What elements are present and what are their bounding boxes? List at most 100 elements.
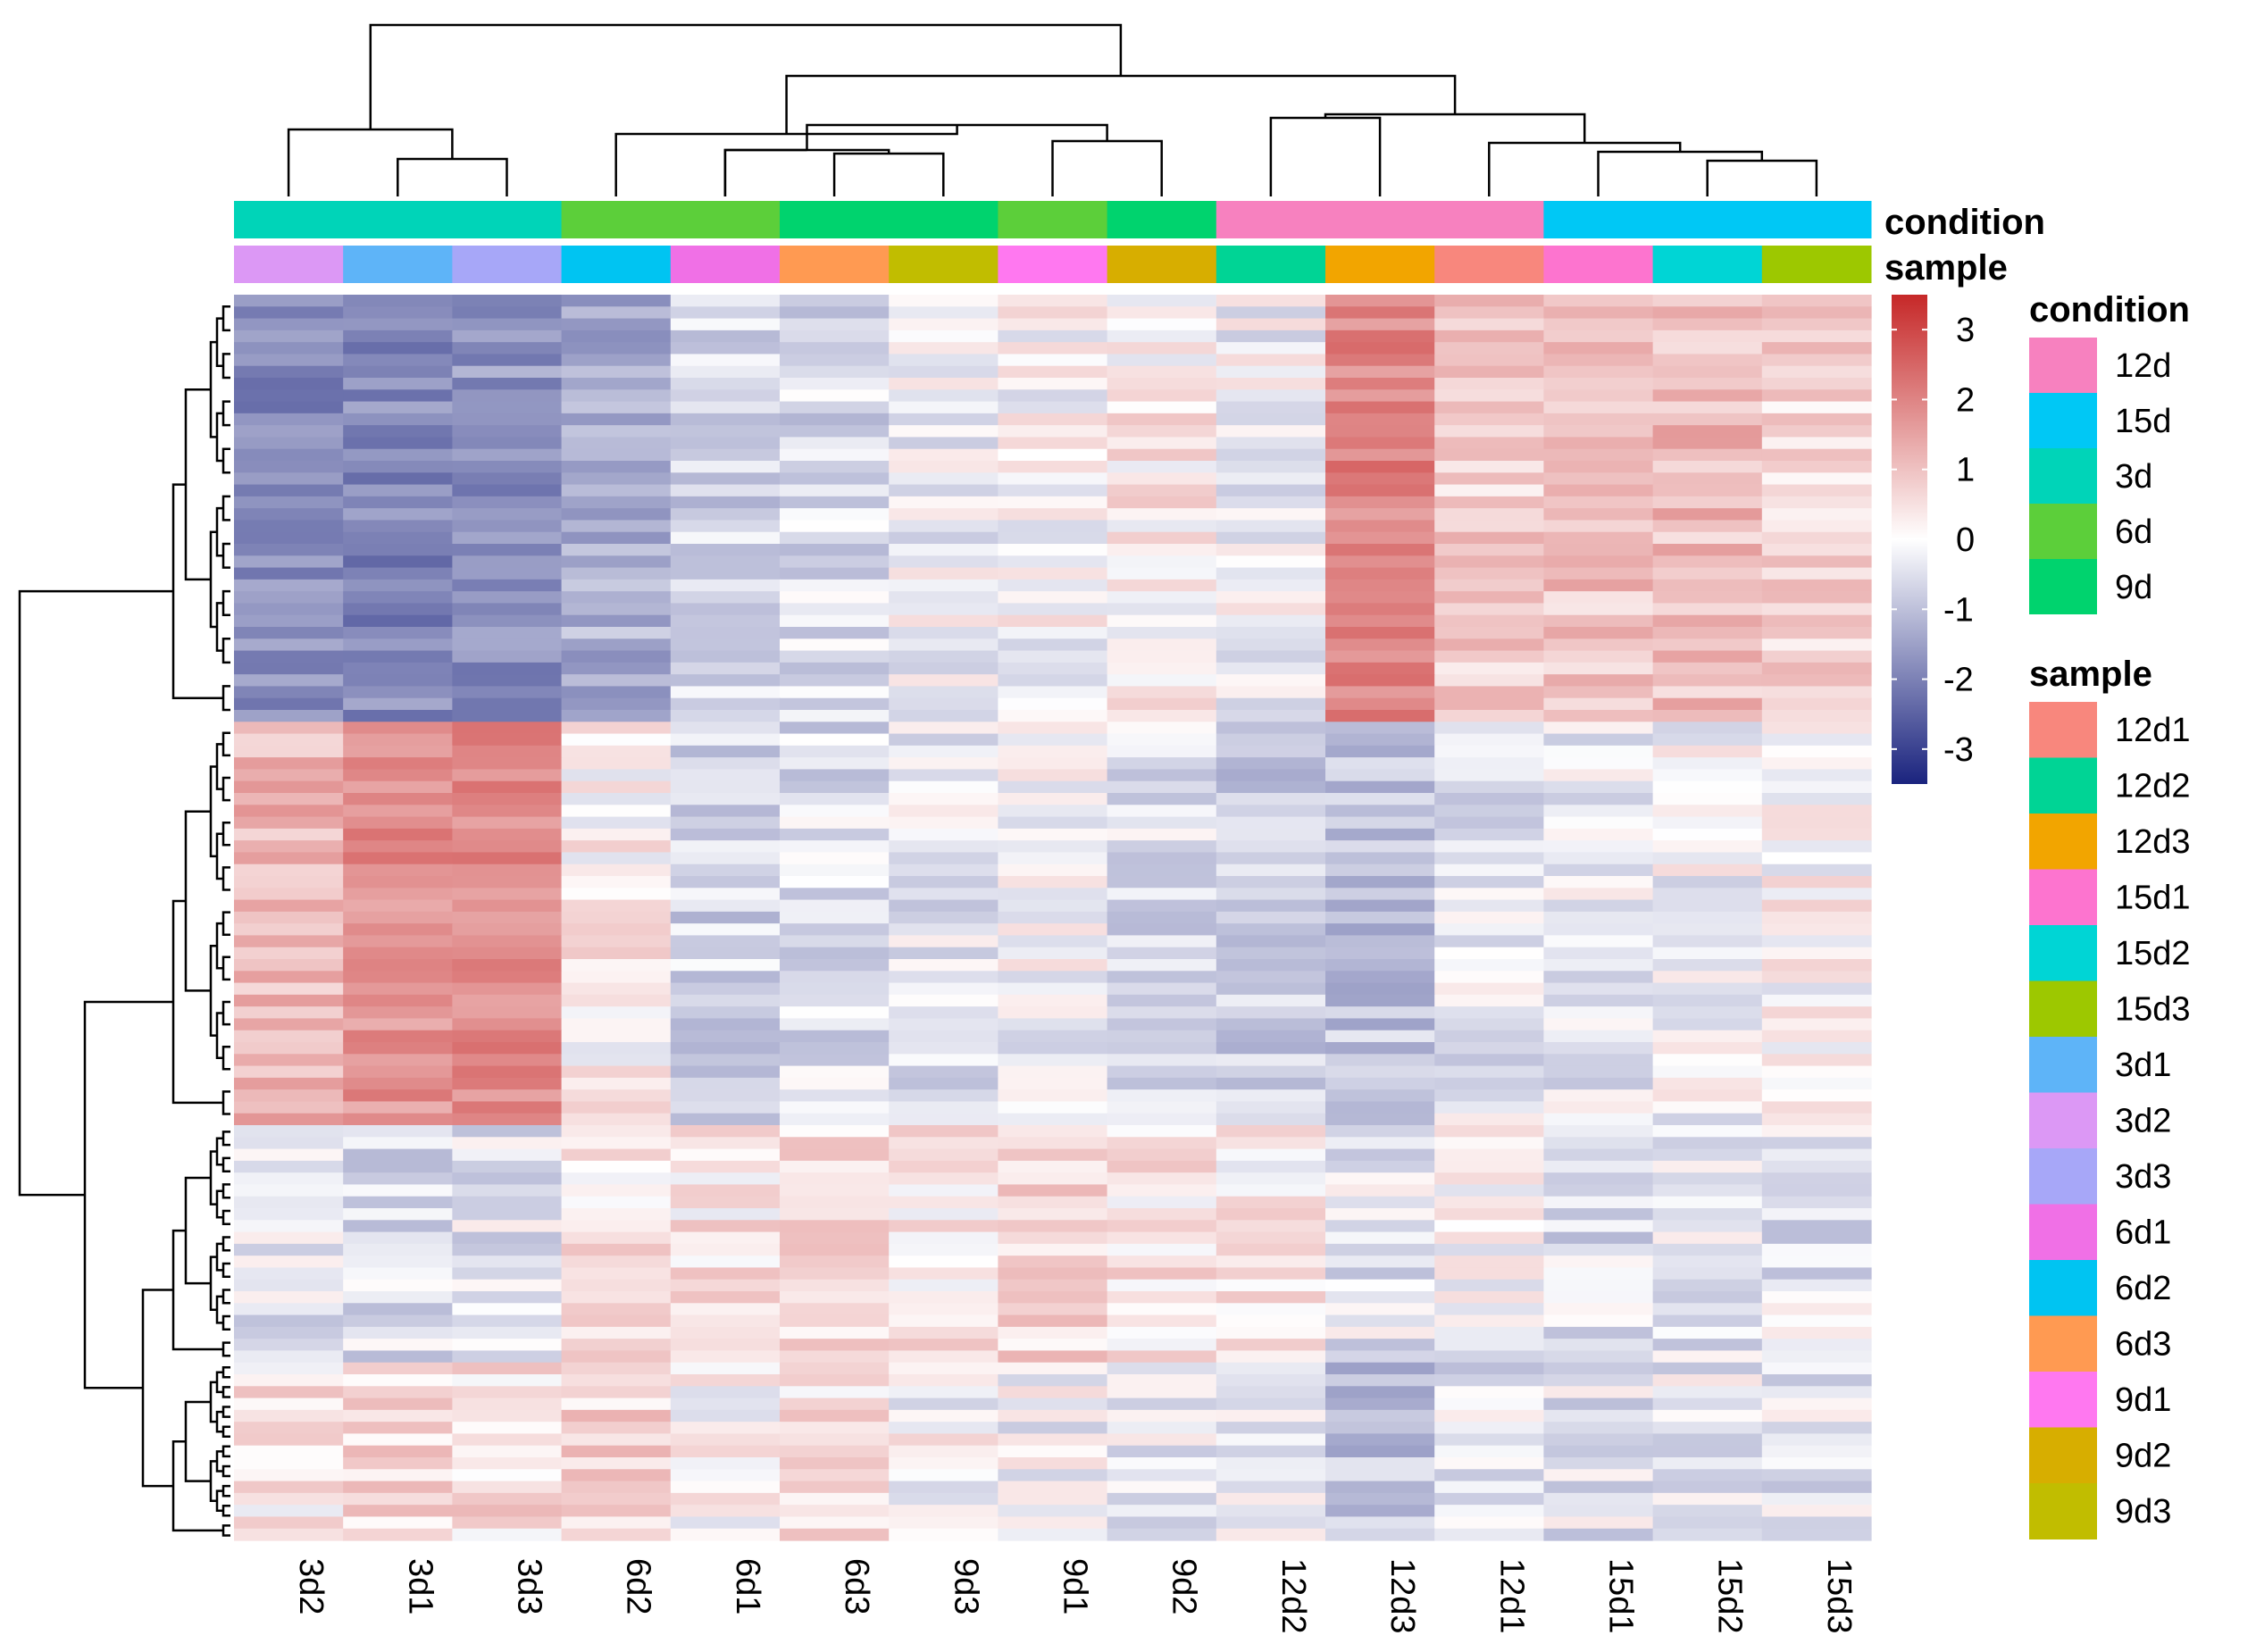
heatmap-cell <box>1652 1077 1763 1090</box>
heatmap-cell <box>1216 1481 1326 1494</box>
heatmap-cell <box>1107 852 1217 865</box>
heatmap-cell <box>234 1505 344 1518</box>
heatmap-cell <box>889 1172 998 1186</box>
heatmap-cell <box>343 923 453 937</box>
heatmap-cell <box>1543 1256 1654 1269</box>
heatmap-cell <box>561 1148 672 1162</box>
sample-cell-6d2 <box>561 246 672 283</box>
heatmap-cell <box>998 1148 1108 1162</box>
heatmap-cell <box>1761 1172 1872 1186</box>
heatmap-cell <box>452 401 563 414</box>
heatmap-cell <box>1761 1279 1872 1292</box>
heatmap-cell <box>1325 555 1435 569</box>
heatmap-cell <box>452 733 563 747</box>
heatmap-cell <box>234 1208 344 1221</box>
heatmap-cell <box>343 1160 453 1173</box>
heatmap-cell <box>780 1528 890 1541</box>
heatmap-cell <box>1325 330 1435 343</box>
sample-cell-15d1 <box>1543 246 1654 283</box>
heatmap-cell <box>1652 437 1763 450</box>
heatmap-cell <box>780 1065 890 1079</box>
heatmap-cell <box>889 520 998 533</box>
heatmap-cell <box>1543 1469 1654 1482</box>
heatmap-cell <box>780 1018 890 1031</box>
heatmap-cell <box>670 1256 781 1269</box>
heatmap-cell <box>343 1528 453 1541</box>
heatmap-cell <box>780 1457 890 1470</box>
heatmap-cell <box>1216 389 1326 403</box>
heatmap-cell <box>234 710 344 722</box>
heatmap-cell <box>1107 1398 1217 1411</box>
heatmap-cell <box>452 722 563 735</box>
heatmap-cell <box>1216 1196 1326 1209</box>
heatmap-cell <box>1543 1457 1654 1470</box>
heatmap-cell <box>889 1006 998 1020</box>
condition-cell-15d3 <box>1761 201 1872 238</box>
heatmap-cell <box>780 378 890 390</box>
heatmap-cell <box>234 674 344 688</box>
heatmap-cell <box>998 911 1108 924</box>
heatmap-cell <box>998 1528 1108 1541</box>
heatmap-cell <box>234 1243 344 1256</box>
heatmap-cell <box>780 911 890 924</box>
heatmap-cell <box>561 1137 672 1150</box>
heatmap-cell <box>889 330 998 343</box>
heatmap-cell <box>1543 508 1654 521</box>
heatmap-cell <box>670 1505 781 1518</box>
heatmap-cell <box>889 461 998 473</box>
heatmap-cell <box>998 1362 1108 1375</box>
heatmap-cell <box>780 295 890 307</box>
heatmap-cell <box>1652 1339 1763 1352</box>
heatmap-cell <box>1325 1077 1435 1090</box>
heatmap-cell <box>234 1433 344 1447</box>
heatmap-cell <box>234 318 344 331</box>
heatmap-cell <box>1543 378 1654 390</box>
condition-cell-9d2 <box>1107 201 1217 238</box>
sample-legend-swatch-6d1 <box>2029 1204 2097 1261</box>
heatmap-cell <box>234 425 344 438</box>
heatmap-cell <box>452 1492 563 1506</box>
heatmap-cell <box>1325 295 1435 307</box>
heatmap-cell <box>1652 484 1763 497</box>
heatmap-cell <box>1543 425 1654 438</box>
heatmap-cell <box>343 722 453 735</box>
heatmap-cell <box>452 484 563 497</box>
heatmap-cell <box>889 1160 998 1173</box>
heatmap-cell <box>998 401 1108 414</box>
heatmap-cell <box>1761 389 1872 403</box>
heatmap-cell <box>670 1231 781 1245</box>
heatmap-cell <box>1325 686 1435 699</box>
heatmap-cell <box>234 1172 344 1186</box>
heatmap-cell <box>889 1505 998 1518</box>
heatmap-cell <box>1761 484 1872 497</box>
heatmap-cell <box>1107 828 1217 841</box>
heatmap-cell <box>234 1303 344 1316</box>
heatmap-cell <box>452 1101 563 1114</box>
column-dendrogram <box>287 23 1818 196</box>
heatmap-cell <box>998 780 1108 794</box>
sample-legend-swatch-15d1 <box>2029 869 2097 926</box>
heatmap-cell <box>234 1350 344 1364</box>
heatmap-cell <box>561 1303 672 1316</box>
row-dendrogram-branch <box>221 1524 230 1537</box>
heatmap-cell <box>1652 1065 1763 1079</box>
heatmap-cell <box>780 318 890 331</box>
row-dendrogram-branch <box>221 685 230 712</box>
heatmap-cell <box>234 638 344 652</box>
heatmap-cell <box>234 686 344 699</box>
heatmap-cell <box>889 982 998 996</box>
heatmap-cell <box>1761 1362 1872 1375</box>
heatmap-cell <box>1216 1339 1326 1352</box>
heatmap-cell <box>1325 1054 1435 1067</box>
heatmap-cell <box>343 1148 453 1162</box>
heatmap-cell <box>1652 852 1763 865</box>
heatmap-cell <box>1325 1208 1435 1221</box>
row-dendrogram-branch <box>171 899 223 1105</box>
heatmap-cell <box>1543 1445 1654 1458</box>
heatmap-cell <box>998 1042 1108 1055</box>
heatmap-cell <box>1107 354 1217 367</box>
heatmap-cell <box>1325 472 1435 486</box>
heatmap-cell <box>1761 295 1872 307</box>
heatmap-cell <box>452 1137 563 1150</box>
heatmap-cell <box>889 1362 998 1375</box>
